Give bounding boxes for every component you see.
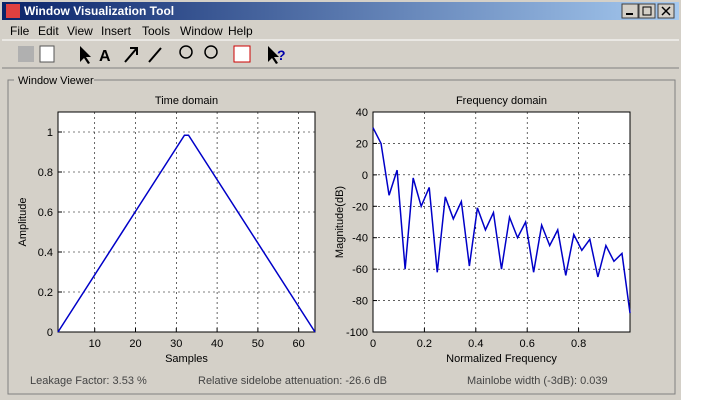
menu-item[interactable]: Tools bbox=[142, 24, 170, 38]
y-tick-label: -60 bbox=[352, 264, 368, 276]
zoom-in-icon[interactable] bbox=[179, 45, 193, 59]
chart-title: Time domain bbox=[155, 95, 218, 107]
x-tick-label: 0.2 bbox=[417, 338, 432, 350]
x-tick-label: 0 bbox=[370, 338, 376, 350]
y-axis-label: Magnitude(dB) bbox=[334, 186, 346, 258]
y-tick-label: 20 bbox=[356, 138, 368, 150]
print-icon[interactable] bbox=[18, 46, 34, 62]
line-icon[interactable] bbox=[148, 47, 162, 63]
y-tick-label: 0 bbox=[362, 170, 368, 182]
plot-area bbox=[372, 111, 631, 333]
menu-item[interactable]: Help bbox=[228, 24, 253, 38]
app-icon bbox=[6, 4, 20, 18]
text-icon[interactable]: A bbox=[99, 48, 111, 65]
x-tick-label: 50 bbox=[252, 338, 264, 350]
x-tick-label: 60 bbox=[293, 338, 305, 350]
y-tick-label: 40 bbox=[356, 107, 368, 119]
window-title: Window Visualization Tool bbox=[24, 4, 174, 18]
status-mainlobe: Mainlobe width (-3dB): 0.039 bbox=[467, 375, 608, 387]
toolbar: A ? bbox=[18, 45, 286, 65]
arrow-icon[interactable] bbox=[80, 46, 91, 64]
menu-item[interactable]: Edit bbox=[38, 24, 59, 38]
y-tick-label: -40 bbox=[352, 233, 368, 245]
y-axis-label: Amplitude bbox=[17, 198, 29, 247]
title-bar bbox=[2, 2, 679, 20]
y-tick-label: -80 bbox=[352, 296, 368, 308]
y-tick-label: 1 bbox=[47, 127, 53, 139]
y-tick-label: 0 bbox=[47, 327, 53, 339]
x-tick-label: 30 bbox=[170, 338, 182, 350]
x-tick-label: 0.6 bbox=[520, 338, 535, 350]
help-icon[interactable] bbox=[268, 46, 279, 64]
draw-arrow-icon[interactable] bbox=[124, 47, 138, 63]
maximize-button[interactable] bbox=[638, 3, 656, 19]
y-tick-label: -20 bbox=[352, 201, 368, 213]
x-tick-label: 0.8 bbox=[571, 338, 586, 350]
menu-item[interactable]: File bbox=[10, 24, 30, 38]
data-line bbox=[57, 134, 316, 333]
x-tick-label: 20 bbox=[129, 338, 141, 350]
y-tick-label: 0.8 bbox=[38, 167, 53, 179]
zoom-out-icon[interactable] bbox=[204, 45, 218, 59]
y-tick-label: 0.2 bbox=[38, 287, 53, 299]
window-buttons[interactable] bbox=[621, 3, 675, 19]
panel-title-bg bbox=[14, 73, 94, 87]
x-tick-label: 0.4 bbox=[468, 338, 483, 350]
menu-item[interactable]: Insert bbox=[101, 24, 132, 38]
x-axis-label: Normalized Frequency bbox=[446, 353, 557, 365]
plot-area bbox=[57, 111, 316, 333]
status-sidelobe: Relative sidelobe attenuation: -26.6 dB bbox=[198, 375, 387, 387]
minimize-button[interactable] bbox=[621, 3, 639, 19]
panel-frame bbox=[7, 79, 676, 395]
help-mark: ? bbox=[277, 47, 286, 63]
data-line bbox=[372, 127, 631, 314]
y-tick-label: 0.4 bbox=[38, 247, 53, 259]
preview-icon[interactable] bbox=[39, 45, 55, 63]
chart-title: Frequency domain bbox=[456, 95, 547, 107]
y-tick-label: -100 bbox=[346, 327, 368, 339]
y-tick-label: 0.6 bbox=[38, 207, 53, 219]
menu-bar: File Edit View Insert Tools Window Help bbox=[10, 24, 253, 38]
legend-icon[interactable] bbox=[233, 45, 251, 63]
status-leakage: Leakage Factor: 3.53 % bbox=[30, 375, 147, 387]
x-tick-label: 10 bbox=[89, 338, 101, 350]
panel-title: Window Viewer bbox=[18, 75, 94, 87]
x-axis-label: Samples bbox=[165, 353, 208, 365]
menu-item[interactable]: Window bbox=[180, 24, 223, 38]
menu-item[interactable]: View bbox=[67, 24, 93, 38]
x-tick-label: 40 bbox=[211, 338, 223, 350]
